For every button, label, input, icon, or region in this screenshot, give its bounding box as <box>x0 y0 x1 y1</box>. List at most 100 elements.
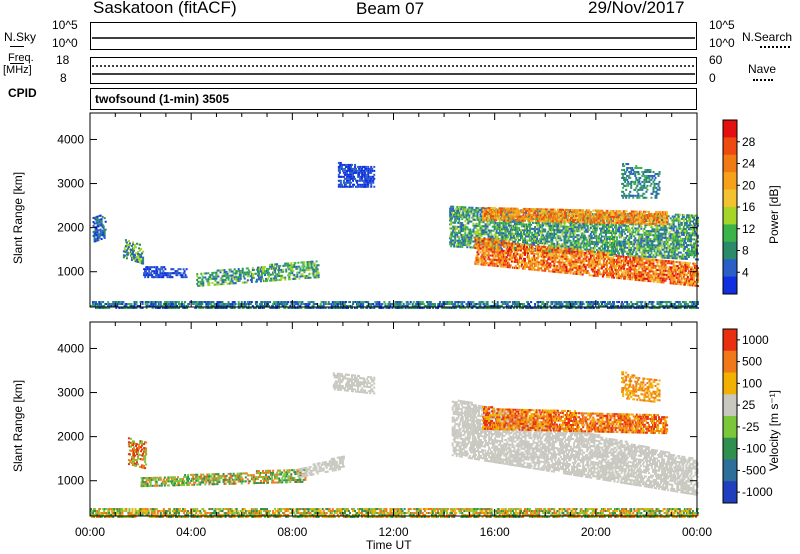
data-cell <box>351 171 354 174</box>
data-cell <box>642 247 645 250</box>
data-cell <box>167 303 170 306</box>
data-cell <box>132 255 135 258</box>
data-cell <box>339 305 342 308</box>
data-cell <box>450 231 453 234</box>
data-cell <box>605 243 608 246</box>
data-cell <box>528 231 531 234</box>
data-cell <box>200 305 203 308</box>
data-cell <box>590 242 593 245</box>
data-cell <box>272 267 275 270</box>
data-cell <box>594 245 597 248</box>
data-cell <box>579 305 582 308</box>
data-cell <box>145 270 148 273</box>
data-cell <box>534 249 537 252</box>
data-cell <box>295 301 298 304</box>
data-cell <box>606 223 609 226</box>
data-cell <box>646 245 649 248</box>
data-cell <box>280 303 283 306</box>
data-cell <box>469 220 472 223</box>
data-cell <box>312 262 315 265</box>
data-cell <box>683 307 686 309</box>
data-cell <box>264 303 267 306</box>
data-cell <box>661 226 664 229</box>
data-cell <box>454 235 457 238</box>
data-cell <box>171 305 174 308</box>
data-cell <box>295 265 298 268</box>
data-cell <box>662 307 665 309</box>
data-cell <box>135 258 138 261</box>
data-cell <box>156 276 159 279</box>
data-cell <box>570 231 573 234</box>
data-cell <box>622 248 625 251</box>
data-cell <box>158 274 161 277</box>
data-cell <box>454 225 457 228</box>
data-cell <box>181 303 184 306</box>
data-cell <box>475 210 478 213</box>
data-cell <box>644 255 647 258</box>
data-cell <box>133 305 136 308</box>
data-cell <box>522 303 525 306</box>
data-cell <box>539 226 542 229</box>
data-cell <box>645 307 648 309</box>
data-cell <box>567 235 570 238</box>
data-cell <box>623 248 626 251</box>
data-cell <box>398 301 401 304</box>
data-cell <box>174 303 177 306</box>
data-cell <box>363 169 366 172</box>
data-cell <box>669 249 672 252</box>
data-cell <box>177 301 180 304</box>
data-cell <box>653 238 656 241</box>
data-cell <box>535 218 538 221</box>
data-cell <box>534 303 537 306</box>
data-cell <box>260 266 263 269</box>
data-cell <box>526 239 529 242</box>
data-cell <box>174 307 177 309</box>
data-cell <box>310 266 313 269</box>
data-cell <box>214 283 217 286</box>
data-cell <box>180 274 183 277</box>
data-cell <box>468 210 471 213</box>
data-cell <box>590 236 593 239</box>
data-cell <box>474 230 477 233</box>
data-cell <box>146 303 149 306</box>
data-cell <box>400 307 403 309</box>
data-cell <box>96 235 99 238</box>
data-cell <box>225 303 228 306</box>
data-cell <box>565 305 568 308</box>
data-cell <box>269 279 272 282</box>
data-cell <box>537 301 540 304</box>
data-cell <box>465 216 468 219</box>
data-cell <box>93 301 96 304</box>
data-cell <box>576 234 579 237</box>
data-cell <box>209 278 212 281</box>
data-cell <box>251 272 254 275</box>
data-cell <box>194 307 197 309</box>
data-cell <box>500 222 503 225</box>
data-cell <box>296 275 299 278</box>
data-cell <box>256 268 259 271</box>
data-cell <box>597 307 600 309</box>
data-cell <box>418 307 421 309</box>
data-cell <box>496 231 499 234</box>
data-cell <box>652 220 655 223</box>
data-cell <box>539 240 542 243</box>
data-cell <box>308 266 311 269</box>
data-cell <box>656 234 659 237</box>
data-cell <box>496 224 499 227</box>
data-cell <box>278 275 281 278</box>
data-cell <box>473 230 476 233</box>
data-cell <box>162 274 165 277</box>
data-cell <box>226 303 229 306</box>
data-cell <box>427 307 430 309</box>
data-cell <box>275 305 278 308</box>
data-cell <box>116 303 119 306</box>
data-cell <box>243 277 246 280</box>
data-cell <box>671 237 674 240</box>
data-cell <box>577 244 580 247</box>
data-cell <box>604 243 607 246</box>
data-cell <box>589 307 592 309</box>
data-cell <box>642 237 645 240</box>
data-cell <box>161 272 164 275</box>
data-cell <box>464 228 467 231</box>
nsky-tick-bottom: 10^0 <box>52 36 78 50</box>
